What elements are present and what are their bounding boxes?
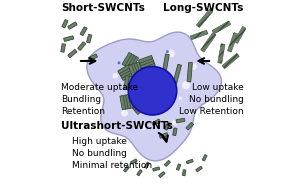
FancyBboxPatch shape <box>134 89 142 103</box>
FancyBboxPatch shape <box>182 170 186 176</box>
FancyBboxPatch shape <box>129 77 135 91</box>
Text: High uptake
No bundling
Minimal retention: High uptake No bundling Minimal retentio… <box>72 137 152 170</box>
FancyBboxPatch shape <box>127 55 136 68</box>
FancyBboxPatch shape <box>172 64 181 88</box>
FancyBboxPatch shape <box>228 33 238 52</box>
FancyBboxPatch shape <box>176 118 185 123</box>
Circle shape <box>166 50 169 53</box>
FancyBboxPatch shape <box>120 96 126 110</box>
FancyBboxPatch shape <box>234 26 246 43</box>
FancyBboxPatch shape <box>162 54 169 75</box>
FancyBboxPatch shape <box>176 164 181 170</box>
FancyBboxPatch shape <box>87 34 92 43</box>
FancyBboxPatch shape <box>78 42 86 50</box>
FancyBboxPatch shape <box>141 63 155 70</box>
FancyBboxPatch shape <box>135 74 146 87</box>
FancyBboxPatch shape <box>122 71 135 81</box>
FancyBboxPatch shape <box>137 170 142 176</box>
FancyBboxPatch shape <box>132 99 145 110</box>
Circle shape <box>188 111 192 115</box>
FancyBboxPatch shape <box>120 69 134 78</box>
Circle shape <box>128 83 132 87</box>
FancyBboxPatch shape <box>122 52 132 66</box>
Circle shape <box>141 126 145 130</box>
FancyBboxPatch shape <box>141 60 154 68</box>
FancyBboxPatch shape <box>160 133 168 138</box>
FancyBboxPatch shape <box>68 22 77 29</box>
FancyBboxPatch shape <box>118 64 131 74</box>
FancyBboxPatch shape <box>201 33 216 52</box>
FancyBboxPatch shape <box>140 58 153 66</box>
Circle shape <box>121 110 128 116</box>
FancyBboxPatch shape <box>131 159 137 164</box>
Circle shape <box>178 96 182 100</box>
FancyBboxPatch shape <box>80 27 87 36</box>
FancyBboxPatch shape <box>136 62 143 76</box>
FancyBboxPatch shape <box>126 76 132 90</box>
FancyBboxPatch shape <box>62 20 68 28</box>
FancyBboxPatch shape <box>68 49 77 58</box>
FancyBboxPatch shape <box>196 9 213 27</box>
Circle shape <box>181 119 184 122</box>
Circle shape <box>125 53 135 62</box>
FancyBboxPatch shape <box>129 56 138 70</box>
FancyBboxPatch shape <box>131 64 138 78</box>
FancyBboxPatch shape <box>137 76 148 89</box>
FancyBboxPatch shape <box>131 77 137 91</box>
FancyBboxPatch shape <box>125 95 131 109</box>
Text: Short-SWCNTs: Short-SWCNTs <box>61 3 145 13</box>
FancyBboxPatch shape <box>61 44 65 52</box>
Circle shape <box>123 101 126 103</box>
FancyBboxPatch shape <box>64 36 74 41</box>
FancyBboxPatch shape <box>119 66 133 76</box>
Circle shape <box>159 73 164 78</box>
FancyBboxPatch shape <box>88 54 97 60</box>
FancyBboxPatch shape <box>222 53 239 69</box>
FancyBboxPatch shape <box>133 63 141 77</box>
FancyBboxPatch shape <box>202 155 207 161</box>
Text: Moderate uptake
Bundling
Retention: Moderate uptake Bundling Retention <box>61 83 138 116</box>
FancyBboxPatch shape <box>134 101 147 112</box>
FancyBboxPatch shape <box>187 62 192 82</box>
FancyBboxPatch shape <box>186 122 193 130</box>
FancyBboxPatch shape <box>131 97 143 108</box>
Circle shape <box>182 81 190 89</box>
FancyBboxPatch shape <box>127 86 134 100</box>
FancyBboxPatch shape <box>128 65 136 78</box>
FancyBboxPatch shape <box>164 122 170 130</box>
FancyBboxPatch shape <box>136 103 148 114</box>
FancyBboxPatch shape <box>212 21 231 34</box>
Text: Long-SWCNTs: Long-SWCNTs <box>163 3 244 13</box>
FancyBboxPatch shape <box>124 166 129 172</box>
FancyBboxPatch shape <box>153 167 160 171</box>
FancyBboxPatch shape <box>128 94 133 108</box>
FancyBboxPatch shape <box>144 162 149 168</box>
Circle shape <box>113 73 118 79</box>
FancyBboxPatch shape <box>196 166 202 172</box>
Circle shape <box>117 61 120 64</box>
Circle shape <box>190 63 197 70</box>
Text: Low uptake
No bundling
Low Retention: Low uptake No bundling Low Retention <box>179 83 244 116</box>
Polygon shape <box>87 32 221 161</box>
FancyBboxPatch shape <box>131 88 139 102</box>
FancyBboxPatch shape <box>190 30 208 40</box>
FancyBboxPatch shape <box>218 44 225 63</box>
Circle shape <box>167 50 175 57</box>
FancyBboxPatch shape <box>152 119 160 126</box>
FancyBboxPatch shape <box>139 56 152 63</box>
FancyBboxPatch shape <box>124 76 129 90</box>
FancyBboxPatch shape <box>166 80 176 101</box>
FancyBboxPatch shape <box>129 87 137 101</box>
FancyBboxPatch shape <box>123 95 128 109</box>
FancyBboxPatch shape <box>186 159 193 164</box>
FancyBboxPatch shape <box>133 73 144 85</box>
FancyBboxPatch shape <box>164 160 170 166</box>
FancyBboxPatch shape <box>159 172 165 177</box>
FancyBboxPatch shape <box>173 128 177 136</box>
Circle shape <box>128 67 177 115</box>
Circle shape <box>172 120 178 125</box>
FancyBboxPatch shape <box>124 54 134 67</box>
Text: Ultrashort-SWCNTs: Ultrashort-SWCNTs <box>61 121 173 131</box>
FancyBboxPatch shape <box>139 78 150 90</box>
